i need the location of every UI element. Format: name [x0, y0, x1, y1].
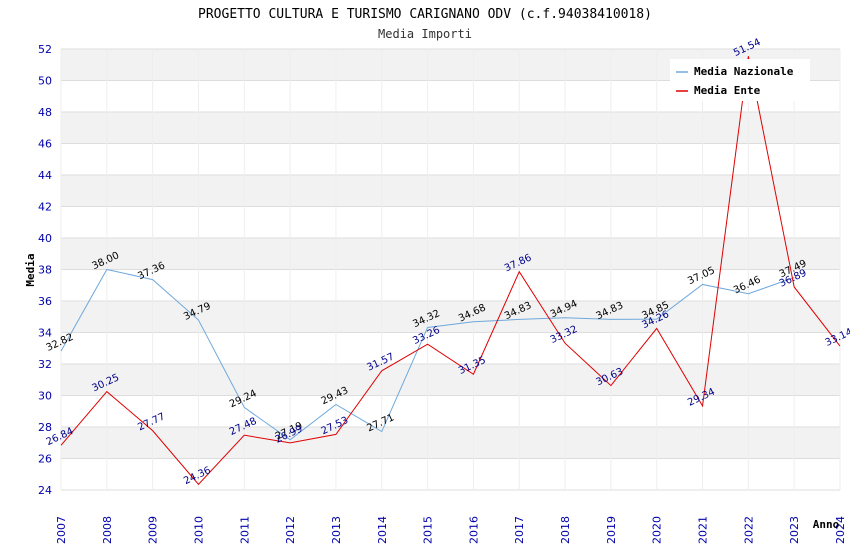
x-axis-ticks: 2007 2008 2009 2010 2011 2012 2013 2014 2015 2016… — [55, 516, 847, 544]
x-tick-label: 2010 — [192, 516, 205, 544]
y-tick-label: 38 — [38, 264, 52, 277]
y-tick-label: 44 — [38, 169, 52, 182]
grid-band — [61, 238, 840, 270]
x-tick-label: 2007 — [55, 516, 68, 544]
x-tick-label: 2015 — [422, 516, 435, 544]
x-tick-label: 2014 — [376, 516, 389, 544]
series-line-media-ente — [60, 56, 841, 486]
y-tick-label: 34 — [38, 327, 52, 340]
x-tick-label: 2023 — [788, 516, 801, 544]
x-tick-label: 2017 — [513, 516, 526, 544]
x-tick-label: 2009 — [147, 516, 160, 544]
y-tick-label: 50 — [38, 75, 52, 88]
y-tick-label: 24 — [38, 484, 52, 497]
grid-band — [61, 364, 840, 396]
series-lines — [60, 56, 841, 486]
x-tick-label: 2020 — [651, 516, 664, 544]
y-tick-label: 42 — [38, 201, 52, 214]
legend-label-nazionale: Media Nazionale — [694, 65, 794, 78]
y-tick-label: 28 — [38, 421, 52, 434]
chart-subtitle: Media Importi — [378, 27, 472, 41]
x-tick-label: 2012 — [284, 516, 297, 544]
y-tick-label: 52 — [38, 43, 52, 56]
y-tick-label: 26 — [38, 453, 52, 466]
y-axis-label: Media — [24, 253, 37, 286]
x-tick-label: 2018 — [559, 516, 572, 544]
legend: Media Nazionale Media Ente — [670, 59, 810, 101]
y-tick-label: 46 — [38, 138, 52, 151]
legend-label-ente: Media Ente — [694, 84, 761, 97]
y-tick-label: 40 — [38, 232, 52, 245]
chart-title: PROGETTO CULTURA E TURISMO CARIGNANO ODV… — [198, 7, 652, 22]
x-axis-label: Anno — [813, 518, 840, 531]
legend-box — [670, 59, 810, 101]
x-tick-label: 2019 — [605, 516, 618, 544]
x-tick-label: 2008 — [101, 516, 114, 544]
grid-band — [61, 175, 840, 207]
grid-lines — [60, 48, 841, 491]
y-axis-ticks: 24 26 28 30 32 34 36 38 40 42 44 46 48 50 52 — [38, 43, 52, 497]
x-tick-label: 2024 — [834, 516, 847, 544]
x-tick-label: 2021 — [697, 516, 710, 544]
grid-band — [61, 112, 840, 144]
x-tick-label: 2022 — [742, 516, 755, 544]
x-tick-label: 2013 — [330, 516, 343, 544]
y-tick-label: 32 — [38, 358, 52, 371]
y-tick-label: 30 — [38, 390, 52, 403]
grid-band — [61, 301, 840, 333]
x-tick-label: 2016 — [467, 516, 480, 544]
grid-bands — [61, 49, 840, 459]
series-line-media-nazionale — [60, 268, 795, 441]
y-tick-label: 48 — [38, 106, 52, 119]
x-tick-label: 2011 — [238, 516, 251, 544]
y-tick-label: 36 — [38, 295, 52, 308]
grid-band — [61, 427, 840, 459]
